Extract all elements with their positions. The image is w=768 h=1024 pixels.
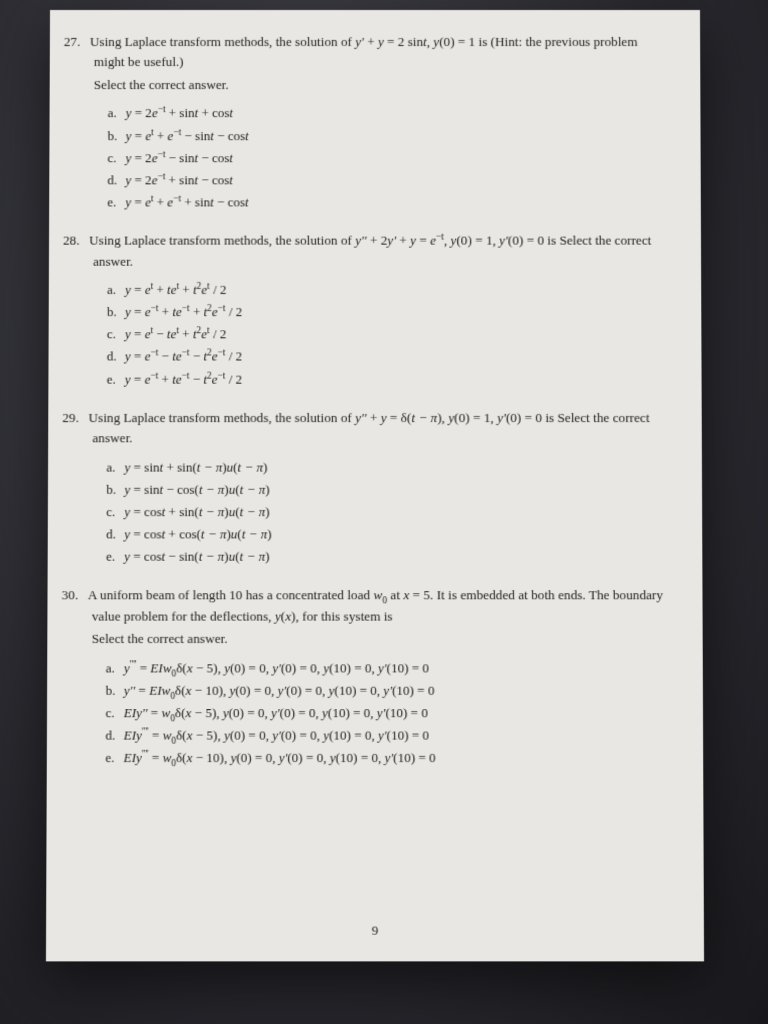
option: a.y = 2e−t + sint + cost bbox=[108, 103, 663, 123]
problem: 28.Using Laplace transform methods, the … bbox=[93, 231, 664, 390]
option: b.y = et + e−t − sint − cost bbox=[108, 126, 663, 146]
option: d.EIy'''' = w0δ(x − 5), y(0) = 0, y'(0) … bbox=[105, 725, 664, 746]
option-text: y = 2e−t + sint − cost bbox=[125, 172, 232, 187]
option: c.y = cost + sin(t − π)u(t − π) bbox=[106, 502, 664, 522]
select-instruction: Select the correct answer. bbox=[94, 75, 663, 95]
option-label: b. bbox=[108, 126, 126, 146]
option: c.EIy'' = w0δ(x − 5), y(0) = 0, y'(0) = … bbox=[106, 703, 665, 724]
problem-text: Using Laplace transform methods, the sol… bbox=[89, 233, 651, 269]
option: d.y = cost + cos(t − π)u(t − π) bbox=[106, 524, 664, 544]
option-text: y = sint + sin(t − π)u(t − π) bbox=[124, 459, 267, 474]
option-text: y = e−t + te−t − t2e−t / 2 bbox=[125, 371, 242, 386]
option: b.y = e−t + te−t + t2e−t / 2 bbox=[107, 302, 663, 322]
option-label: b. bbox=[106, 680, 124, 700]
options-list: a.y = et + tet + t2et / 2b.y = e−t + te−… bbox=[107, 280, 664, 390]
option-label: d. bbox=[107, 170, 125, 190]
option-label: e. bbox=[107, 192, 125, 212]
option-text: y'''' = EIw0δ(x − 5), y(0) = 0, y'(0) = … bbox=[124, 660, 429, 675]
option-text: EIy'''' = w0δ(x − 5), y(0) = 0, y'(0) = … bbox=[124, 727, 429, 742]
problem-text: Using Laplace transform methods, the sol… bbox=[90, 34, 638, 69]
option: e.y = cost − sin(t − π)u(t − π) bbox=[106, 547, 664, 567]
option-text: y = 2e−t + sint + cost bbox=[126, 105, 233, 120]
problem-statement: 30.A uniform beam of length 10 has a con… bbox=[92, 585, 665, 627]
option: a.y'''' = EIw0δ(x − 5), y(0) = 0, y'(0) … bbox=[106, 658, 665, 678]
problem-statement: 28.Using Laplace transform methods, the … bbox=[93, 231, 663, 272]
option-label: e. bbox=[105, 748, 123, 769]
option-label: a. bbox=[106, 658, 124, 678]
problem-number: 28. bbox=[63, 231, 89, 252]
problem-statement: 27.Using Laplace transform methods, the … bbox=[94, 32, 662, 73]
option: b.y'' = EIw0δ(x − 10), y(0) = 0, y'(0) =… bbox=[106, 680, 665, 700]
problem-number: 27. bbox=[64, 32, 90, 52]
option-label: e. bbox=[107, 369, 125, 389]
problem: 29.Using Laplace transform methods, the … bbox=[92, 408, 664, 568]
option-text: y = sint − cos(t − π)u(t − π) bbox=[124, 481, 269, 496]
select-instruction: Select the correct answer. bbox=[92, 629, 665, 650]
option-label: a. bbox=[108, 103, 126, 123]
option: a.y = sint + sin(t − π)u(t − π) bbox=[106, 457, 663, 477]
option-text: EIy'' = w0δ(x − 5), y(0) = 0, y'(0) = 0,… bbox=[124, 705, 428, 720]
problem-number: 29. bbox=[62, 408, 88, 429]
option-text: y = et + e−t − sint − cost bbox=[126, 128, 249, 143]
option-label: c. bbox=[106, 703, 124, 724]
page-number: 9 bbox=[46, 922, 704, 938]
option-label: b. bbox=[106, 479, 124, 499]
problem-statement: 29.Using Laplace transform methods, the … bbox=[92, 408, 663, 449]
option-label: b. bbox=[107, 302, 125, 322]
option: e.y = e−t + te−t − t2e−t / 2 bbox=[107, 369, 664, 389]
option-text: y = e−t − te−t − t2e−t / 2 bbox=[125, 349, 242, 364]
option-label: c. bbox=[107, 148, 125, 168]
option-text: y = cost + cos(t − π)u(t − π) bbox=[124, 526, 271, 541]
option: e.EIy'''' = w0δ(x − 10), y(0) = 0, y'(0)… bbox=[105, 748, 665, 769]
option-text: EIy'''' = w0δ(x − 10), y(0) = 0, y'(0) =… bbox=[124, 750, 436, 765]
option-text: y = et − tet + t2et / 2 bbox=[125, 326, 226, 341]
option-label: a. bbox=[107, 280, 125, 300]
option-label: a. bbox=[106, 457, 124, 477]
option: e.y = et + e−t + sint − cost bbox=[107, 192, 662, 212]
problem: 30.A uniform beam of length 10 has a con… bbox=[91, 585, 665, 768]
option: c.y = 2e−t − sint − cost bbox=[107, 148, 662, 168]
option: d.y = 2e−t + sint − cost bbox=[107, 170, 662, 190]
option: b.y = sint − cos(t − π)u(t − π) bbox=[106, 479, 664, 499]
options-list: a.y = 2e−t + sint + costb.y = et + e−t −… bbox=[107, 103, 662, 212]
option-label: e. bbox=[106, 547, 124, 567]
problem-number: 30. bbox=[62, 585, 88, 606]
option-text: y = 2e−t − sint − cost bbox=[125, 150, 232, 165]
problem-text: Using Laplace transform methods, the sol… bbox=[88, 410, 649, 446]
option-label: d. bbox=[106, 524, 124, 544]
option-text: y = cost − sin(t − π)u(t − π) bbox=[124, 549, 269, 564]
option-text: y = cost + sin(t − π)u(t − π) bbox=[124, 504, 269, 519]
option-label: d. bbox=[107, 347, 125, 367]
problem-text: A uniform beam of length 10 has a concen… bbox=[88, 587, 663, 623]
problems-container: 27.Using Laplace transform methods, the … bbox=[91, 32, 665, 769]
page: 27.Using Laplace transform methods, the … bbox=[46, 10, 704, 961]
options-list: a.y'''' = EIw0δ(x − 5), y(0) = 0, y'(0) … bbox=[105, 658, 665, 769]
option: c.y = et − tet + t2et / 2 bbox=[107, 324, 663, 344]
option: d.y = e−t − te−t − t2e−t / 2 bbox=[107, 347, 664, 367]
option-text: y = et + e−t + sint − cost bbox=[125, 194, 248, 209]
option-label: d. bbox=[105, 725, 123, 746]
option-label: c. bbox=[106, 502, 124, 522]
option-text: y = et + tet + t2et / 2 bbox=[125, 282, 226, 297]
problem: 27.Using Laplace transform methods, the … bbox=[93, 32, 663, 213]
option-text: y'' = EIw0δ(x − 10), y(0) = 0, y'(0) = 0… bbox=[124, 682, 435, 697]
option-label: c. bbox=[107, 324, 125, 344]
option: a.y = et + tet + t2et / 2 bbox=[107, 280, 663, 300]
option-text: y = e−t + te−t + t2e−t / 2 bbox=[125, 304, 242, 319]
options-list: a.y = sint + sin(t − π)u(t − π)b.y = sin… bbox=[106, 457, 664, 567]
